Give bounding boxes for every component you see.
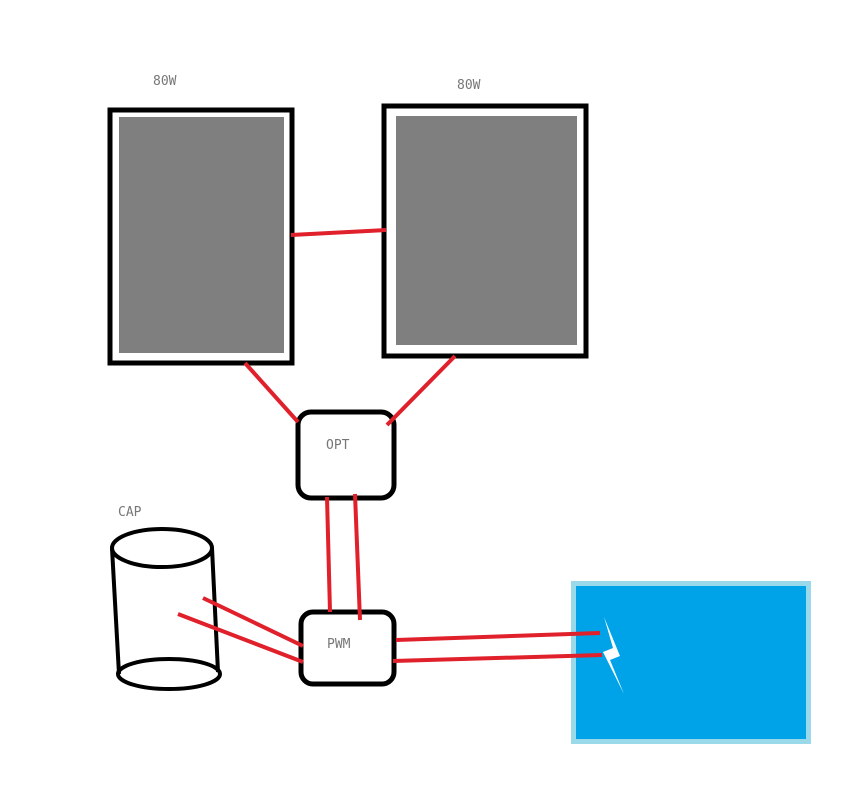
wire-pwm-load-2: [392, 653, 603, 663]
wire-pwm-load-1: [395, 631, 601, 642]
capacitor-label: CAP: [118, 505, 142, 520]
solar-panel-1: [107, 107, 295, 366]
wires: [177, 228, 603, 664]
pwm-controller-label: PWM: [327, 637, 351, 652]
wire-optimizer-pwm-1: [325, 496, 332, 613]
capacitor-bottom-ellipse: [116, 657, 222, 691]
wire-panel2-optimizer: [385, 354, 457, 427]
optimizer-box: [295, 409, 397, 501]
lightning-bolt-icon: [603, 617, 624, 694]
capacitor-cylinder: [110, 527, 222, 691]
solar-panel-2-cells: [396, 116, 577, 345]
load-block: [571, 581, 811, 744]
wire-panel1-panel2: [290, 228, 387, 237]
capacitor-left-side: [110, 547, 121, 675]
optimizer-label: OPT: [326, 438, 350, 453]
wire-panel1-optimizer: [243, 361, 300, 424]
capacitor-top-ellipse: [110, 527, 214, 569]
solar-panel-1-cells: [119, 117, 284, 353]
wire-capacitor-pwm-1: [202, 596, 304, 648]
wire-optimizer-pwm-2: [353, 493, 362, 621]
solar-panel-1-label: 80W: [153, 74, 177, 89]
solar-panel-2: [381, 103, 589, 359]
pwm-controller-box: [298, 609, 397, 687]
solar-panel-2-label: 80W: [457, 78, 481, 93]
capacitor-right-side: [210, 547, 220, 673]
wire-capacitor-pwm-2: [177, 612, 304, 664]
